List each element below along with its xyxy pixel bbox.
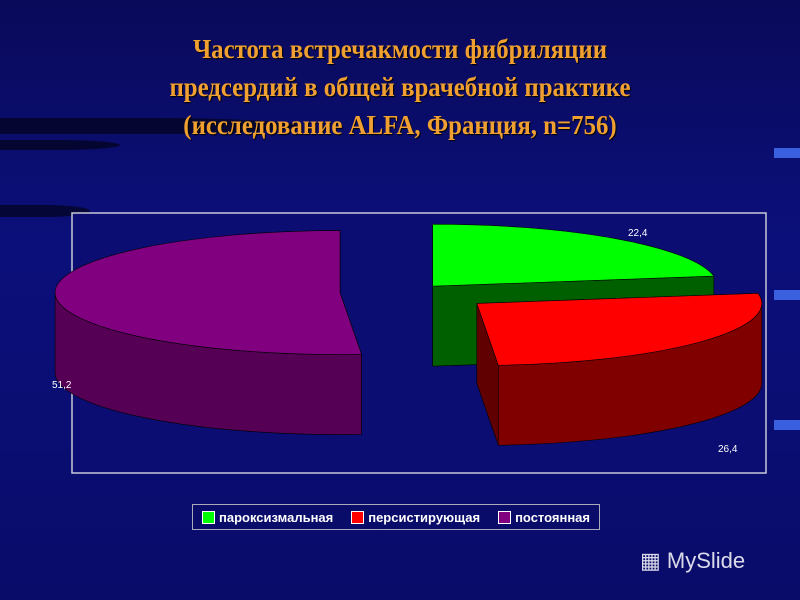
legend-swatch	[498, 510, 512, 524]
data-label: 22,4	[628, 228, 648, 239]
background-stripe	[0, 205, 90, 217]
slice-top	[54, 230, 362, 355]
title-line: предсердий в общей врачебной практике	[169, 72, 631, 102]
slide-bullet	[774, 420, 800, 430]
legend-item: постоянная	[498, 510, 590, 525]
watermark-text: MySlide	[666, 548, 746, 573]
slide-bullet	[774, 148, 800, 158]
background-stripe	[0, 140, 120, 150]
legend-swatch	[201, 510, 215, 524]
watermark-logo: ▦ MySlide	[640, 548, 746, 573]
data-label: 51,2	[52, 380, 72, 391]
legend-label: пароксизмальная	[218, 509, 334, 525]
title-line: Частота встречакмости фибриляции	[192, 34, 608, 64]
background-stripe	[0, 118, 300, 134]
slice-top	[476, 293, 763, 366]
pie-slice-2	[54, 230, 362, 435]
legend-label: постоянная	[515, 509, 590, 525]
legend-label: персистирующая	[368, 509, 481, 525]
chart-title: Частота встречакмости фибриляции предсер…	[0, 30, 800, 144]
slide-bullet	[774, 290, 800, 300]
legend-item: пароксизмальная	[201, 509, 334, 525]
slice-top	[432, 223, 715, 287]
data-label: 26,4	[718, 444, 738, 455]
pie-slice-1	[476, 293, 763, 446]
title-line: (исследование ALFA, Франция, n=756)	[183, 110, 617, 140]
legend: пароксизмальная персистирующая постоянна…	[192, 504, 600, 530]
legend-item: персистирующая	[351, 510, 480, 525]
legend-swatch	[351, 510, 365, 524]
